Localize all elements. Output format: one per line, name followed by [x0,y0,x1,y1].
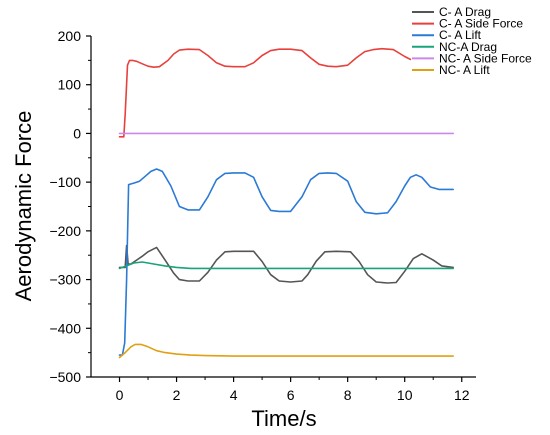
legend-label-6: NC- A Lift [439,63,490,77]
legend-label-5: NC- A Side Force [439,51,532,65]
x-tick-label: 2 [173,387,181,403]
y-tick-label: 100 [58,77,82,93]
legend-label-1: C- A Drag [439,5,491,19]
y-axis-title: Aerodynamic Force [11,111,36,302]
x-tick-label: 8 [344,387,352,403]
series-line-4 [118,261,455,270]
legend-label-3: C- A Lift [439,28,482,42]
x-tick-label: 12 [454,387,470,403]
x-tick-label: 0 [116,387,124,403]
series-line-3 [118,168,455,356]
legend-label-4: NC-A Drag [439,40,497,54]
series-layer [118,47,455,359]
y-tick-label: −100 [49,174,81,190]
y-tick-label: −500 [49,369,81,385]
series-line-2 [118,47,412,138]
x-axis-title: Time/s [251,406,316,431]
series-line-1 [118,244,455,284]
y-tick-label: −400 [49,320,81,336]
x-tick-label: 6 [287,387,295,403]
x-tick-label: 10 [397,387,413,403]
series-line-6 [118,343,455,359]
y-tick-label: 200 [58,28,82,44]
y-tick-label: −300 [49,272,81,288]
y-tick-label: −200 [49,223,81,239]
x-tick-label: 4 [230,387,238,403]
chart-axes: 200 100 0 −100 −200 −300 −400 −500 0 2 4 6 8 10 12 [49,28,476,403]
legend-label-2: C- A Side Force [439,17,523,31]
y-tick-label: 0 [73,125,81,141]
